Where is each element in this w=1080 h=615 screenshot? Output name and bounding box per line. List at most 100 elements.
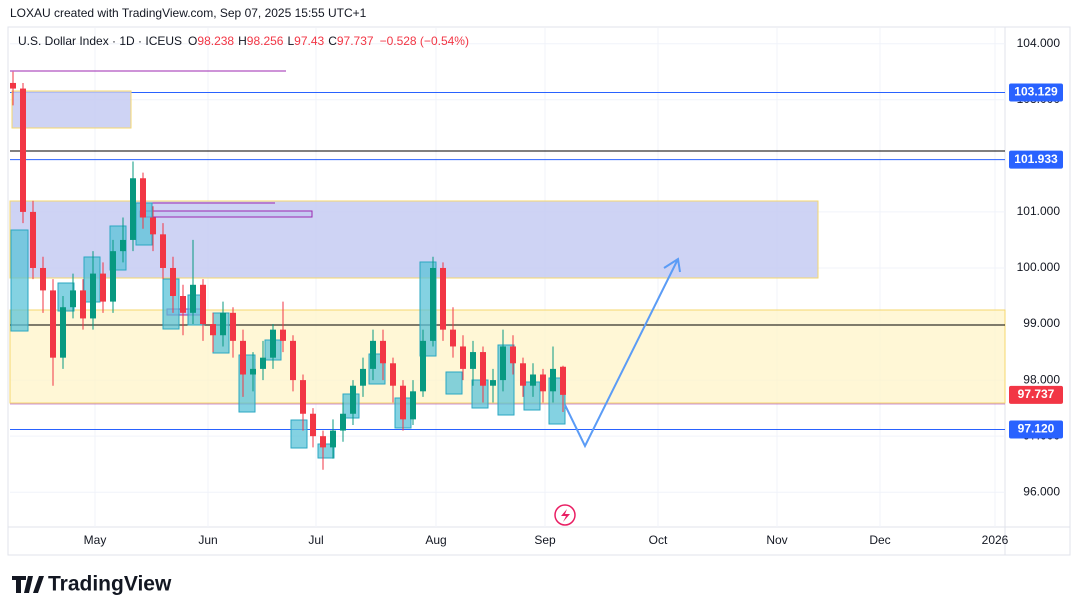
ohlc-value: 98.256 — [247, 34, 284, 48]
candle-body — [30, 211, 36, 268]
y-tick-label: 104.000 — [1017, 36, 1061, 50]
candle-body — [200, 284, 206, 325]
candle-body — [440, 267, 446, 330]
candle-body — [340, 413, 346, 431]
candle-body — [60, 307, 66, 358]
candle-body — [510, 346, 516, 364]
candle-body — [240, 340, 246, 375]
x-tick-label: May — [84, 533, 107, 547]
y-tick-label: 101.000 — [1017, 204, 1061, 218]
candle-body — [460, 346, 466, 369]
candle-body — [10, 82, 16, 89]
candle-body — [160, 234, 166, 268]
candle-body — [400, 385, 406, 420]
attribution: LOXAU created with TradingView.com, Sep … — [10, 6, 367, 20]
y-tick-label: 96.000 — [1023, 484, 1060, 498]
candle-body — [530, 374, 536, 386]
price-badge-label: 97.737 — [1018, 387, 1055, 401]
chart-frame — [7, 26, 1071, 556]
ohlc-value: 97.43 — [294, 34, 324, 48]
symbol: U.S. Dollar Index · 1D · ICEUS — [18, 34, 182, 48]
candle-body — [500, 346, 506, 381]
axis-labels: 96.00097.00098.00099.000100.000101.00010… — [84, 36, 1063, 547]
candle-body — [520, 363, 526, 386]
candle-body — [450, 329, 456, 347]
projection-arrow — [564, 258, 679, 449]
candle-body — [250, 368, 256, 375]
y-tick-label: 99.000 — [1023, 316, 1060, 330]
candle-body — [490, 380, 496, 386]
x-tick-label: Nov — [766, 533, 787, 547]
candle-body — [20, 88, 26, 212]
candle-body — [40, 267, 46, 291]
candle-body — [290, 340, 296, 381]
candle-body — [130, 178, 136, 240]
candle-body — [370, 340, 376, 369]
candle-body — [270, 329, 276, 358]
candle-body — [330, 430, 336, 448]
candle-body — [300, 380, 306, 414]
candle-body — [80, 290, 86, 319]
x-tick-label: Jul — [308, 533, 323, 547]
price-badge-label: 101.933 — [1014, 152, 1058, 166]
x-tick-label: Jun — [198, 533, 217, 547]
candle-body — [260, 357, 266, 369]
ohlc-label: H — [238, 34, 247, 48]
price-badge — [1009, 385, 1063, 404]
x-tick-label: Dec — [869, 533, 890, 547]
price-badge — [1009, 150, 1063, 169]
brand: TradingView — [48, 573, 172, 596]
candles — [10, 71, 566, 470]
blue-zone-top — [11, 90, 132, 129]
candle-body — [220, 312, 226, 336]
price-badge-label: 97.120 — [1018, 422, 1055, 436]
candle-body — [230, 312, 236, 341]
ohlc-value: 97.737 — [337, 34, 374, 48]
change: −0.528 (−0.54%) — [380, 34, 469, 48]
candle-body — [420, 340, 426, 392]
price-badge — [1009, 83, 1063, 102]
candle-body — [470, 352, 476, 369]
logo-mark — [12, 576, 44, 593]
ohlc-label: L — [287, 34, 294, 48]
candle-body — [120, 239, 126, 252]
candle-body — [190, 284, 196, 313]
ohlc-value: 98.238 — [197, 34, 234, 48]
price-badge — [1009, 420, 1063, 439]
ohlc-label: C — [328, 34, 337, 48]
x-tick-label: Sep — [534, 533, 556, 547]
candle-body — [320, 436, 326, 448]
candle-body — [70, 290, 76, 308]
candle-body — [390, 363, 396, 386]
arrow-head — [663, 257, 681, 273]
y-tick-label: 98.000 — [1023, 372, 1060, 386]
y-tick-label: 100.000 — [1017, 260, 1061, 274]
candle-body — [100, 273, 106, 302]
candle-body — [140, 178, 146, 218]
x-tick-label: 2026 — [982, 533, 1009, 547]
candle-body — [310, 413, 316, 437]
candle-body — [90, 273, 96, 319]
candle-body — [180, 296, 186, 313]
candle-body — [210, 324, 216, 336]
candle-body — [410, 391, 416, 420]
candle-body — [50, 290, 56, 358]
price-badge-label: 103.129 — [1014, 85, 1058, 99]
candle-body — [170, 267, 176, 297]
candle-body — [360, 368, 366, 386]
purple-box — [139, 210, 313, 218]
event-icon-bolt — [561, 509, 570, 522]
candle-body — [480, 352, 486, 386]
x-tick-label: Oct — [649, 533, 668, 547]
candle-body — [550, 368, 556, 392]
candle-body — [110, 251, 116, 302]
candle-body — [560, 366, 566, 395]
ohlc: O98.238 H98.256 L97.43 C97.737 — [188, 34, 374, 48]
candle-body — [540, 374, 546, 392]
candle-body — [430, 267, 436, 341]
candle-body — [350, 385, 356, 414]
ohlc-label: O — [188, 34, 197, 48]
candle-body — [380, 340, 386, 364]
candle-body — [150, 217, 156, 235]
